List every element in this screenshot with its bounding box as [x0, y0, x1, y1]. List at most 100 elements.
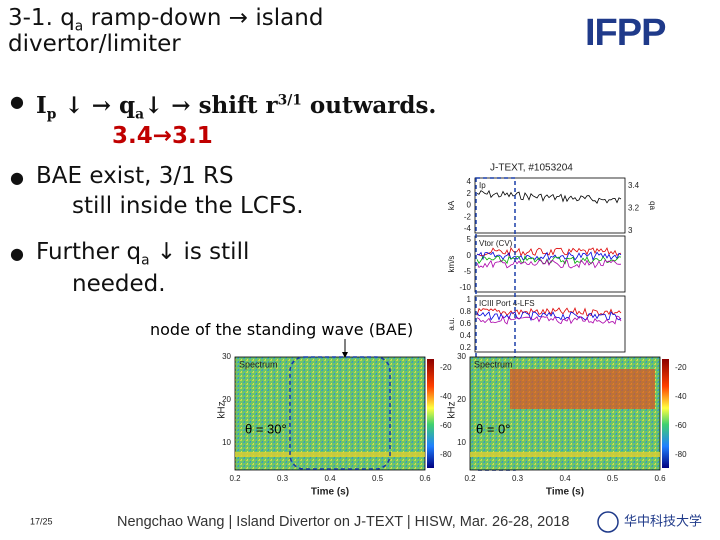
- bullet: ● BAE exist, 3/1 RS: [10, 163, 234, 189]
- trace-ytick: 0.4: [460, 331, 472, 340]
- bullet-text: I: [36, 91, 47, 119]
- trace-ytick: 0.2: [460, 343, 472, 352]
- title-line: 3-1. qa ramp-down → island: [8, 6, 323, 39]
- spectrum-xtick: 0.4: [324, 474, 336, 483]
- trace-axes: [474, 295, 626, 353]
- spectrum-xtick: 0.3: [512, 474, 524, 483]
- spectrum-xtick: 0.5: [372, 474, 384, 483]
- spectrogram-lowband: [235, 452, 425, 457]
- trace-ytick: 4: [467, 177, 472, 186]
- spectrum-ytick: 20: [222, 395, 231, 404]
- colorbar-tick: -20: [440, 363, 452, 372]
- title-text: 3-1. q: [8, 5, 75, 31]
- spectrum-ylabel: kHz: [217, 401, 228, 418]
- trace-label: ICIII Port 4-LFS: [479, 299, 535, 308]
- bullet-sub-text: 3.4→3.1: [112, 123, 213, 149]
- spectrum-xlabel: Time (s): [311, 487, 349, 498]
- bullet-sub: p: [46, 106, 57, 123]
- title-sub: a: [74, 18, 84, 35]
- colorbar-tick: -40: [675, 392, 687, 401]
- trace-title: J-TEXT, #1053204: [490, 163, 573, 174]
- footer-text: Nengchao Wang | Island Divertor on J-TEX…: [117, 514, 569, 530]
- trace-axes: [474, 177, 626, 234]
- trace-line: [476, 251, 622, 261]
- trace-line: [476, 255, 622, 265]
- trace-unit: a.u.: [447, 317, 456, 330]
- spectrum-ytick: 30: [457, 352, 466, 361]
- trace-label: Ip: [479, 181, 486, 190]
- trace-ytick: 0.8: [460, 307, 472, 316]
- colorbar-tick: -80: [440, 450, 452, 459]
- trace-ytick: 0.6: [460, 319, 472, 328]
- bullet-sub: a: [135, 106, 145, 123]
- trace-line: [476, 311, 622, 322]
- bullet-text: Further q: [36, 239, 142, 265]
- colorbar-tick: -60: [675, 421, 687, 430]
- colorbar-tick: -20: [675, 363, 687, 372]
- trace-y2label: qa: [648, 201, 657, 210]
- bullet-text: BAE exist, 3/1 RS: [36, 163, 234, 189]
- spectrum-ylabel: kHz: [447, 401, 458, 418]
- trace-label: Vtor (CV): [479, 239, 513, 248]
- colorbar-tick: -40: [440, 392, 452, 401]
- spectrum-xlabel: Time (s): [546, 487, 584, 498]
- spectrum-ytick: 20: [457, 395, 466, 404]
- spectrum-ytick: 10: [457, 438, 466, 447]
- spectrum-label: Spectrum: [239, 359, 278, 369]
- trace-ytick: 5: [467, 235, 472, 244]
- angle-label: θ = 30°: [245, 421, 287, 436]
- spectrum-xtick: 0.2: [464, 474, 476, 483]
- bullet-text: still inside the LCFS.: [72, 193, 304, 219]
- trace-ytick: 2: [467, 189, 472, 198]
- angle-label: θ = 0°: [476, 421, 510, 436]
- trace-ytick: -5: [464, 267, 472, 276]
- university-emblem: [597, 511, 619, 533]
- spectrum-xtick: 0.2: [229, 474, 241, 483]
- spectrum-xtick: 0.4: [559, 474, 571, 483]
- spectrogram-band: [510, 369, 655, 409]
- bullet: ● Ip ↓ → qa↓ → shift r3/1 outwards.: [10, 91, 437, 123]
- bullet-text: outwards.: [301, 91, 437, 119]
- title-line: divertor/limiter: [8, 31, 181, 57]
- page-number: 17/25: [30, 516, 53, 526]
- bullet-sub: a: [141, 252, 150, 269]
- spectrogram-lowband: [470, 452, 660, 457]
- trace-line: [476, 247, 622, 258]
- footer-bg: [0, 500, 720, 540]
- bullet-text: needed.: [72, 271, 166, 297]
- trace-line: [476, 189, 622, 204]
- trace-unit: kA: [447, 200, 456, 210]
- trace-y2tick: 3: [628, 226, 633, 235]
- colorbar: [427, 359, 434, 468]
- spectrum-xtick: 0.5: [607, 474, 619, 483]
- spectrum-ytick: 30: [222, 352, 231, 361]
- bullet: ● Further qa ↓ is still: [10, 239, 250, 269]
- university-name: 华中科技大学: [624, 514, 702, 530]
- colorbar-tick: -60: [440, 421, 452, 430]
- logo: IFPP: [585, 12, 666, 54]
- trace-ytick: -4: [464, 224, 472, 233]
- node-box: [289, 356, 391, 470]
- trace-unit: km/s: [447, 256, 456, 273]
- bullet-text: ↓ → q: [56, 91, 136, 119]
- colorbar: [662, 359, 669, 468]
- trace-ytick: -2: [464, 212, 472, 221]
- spectrum-xtick: 0.6: [654, 474, 666, 483]
- bullet-sup: 3/1: [277, 92, 302, 108]
- trace-ytick: 1: [467, 295, 472, 304]
- trace-ytick: 0: [467, 251, 472, 260]
- bullet-text: ↓ → shift r: [144, 91, 278, 119]
- trace-line: [476, 259, 622, 269]
- annotation: node of the standing wave (BAE): [150, 320, 414, 339]
- spectrum-xtick: 0.6: [419, 474, 431, 483]
- trace-line: [476, 315, 622, 325]
- spectrum-xtick: 0.3: [277, 474, 289, 483]
- bullet-text: ↓ is still: [149, 239, 250, 265]
- trace-y2tick: 3.4: [628, 181, 640, 190]
- trace-ytick: -10: [459, 283, 471, 292]
- colorbar-tick: -80: [675, 450, 687, 459]
- spectrum-ytick: 10: [222, 438, 231, 447]
- spectrogram: [234, 356, 426, 471]
